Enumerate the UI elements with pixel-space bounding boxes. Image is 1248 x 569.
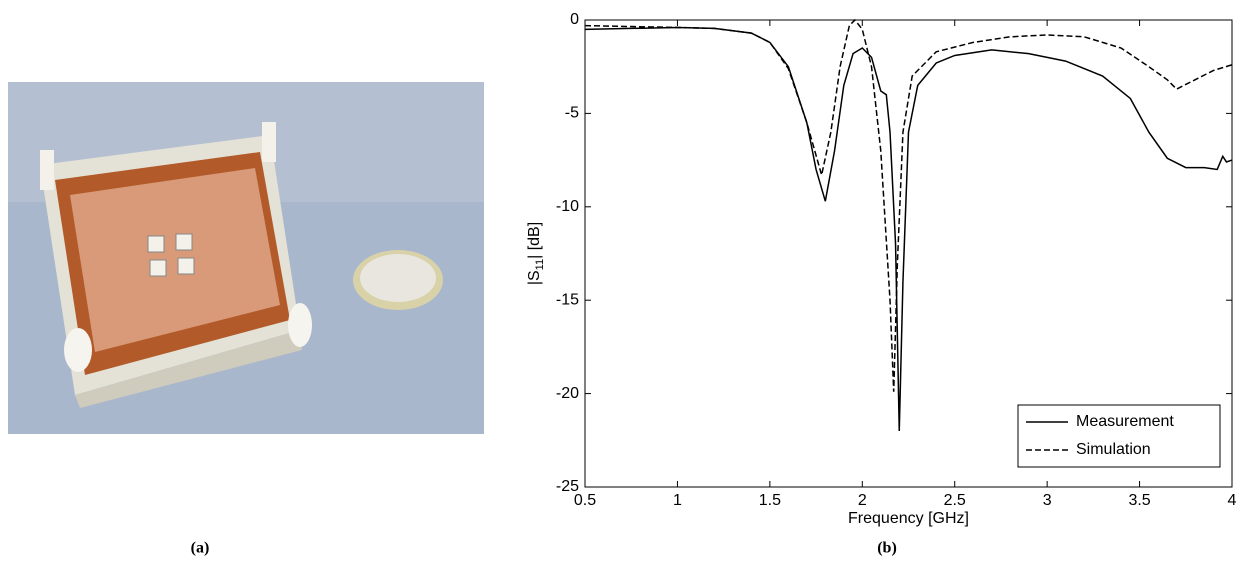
x-tick-label: 2 <box>858 492 867 509</box>
caption-b: (b) <box>877 540 897 557</box>
y-axis-label-part: 11 <box>534 259 546 270</box>
x-tick-label: 3 <box>1043 492 1052 509</box>
y-tick-label: -10 <box>556 198 579 215</box>
series-line <box>584 18 1233 392</box>
legend-label: Simulation <box>1076 441 1151 458</box>
y-tick-label: -5 <box>565 105 579 122</box>
photo <box>8 82 484 434</box>
y-axis-label: |S11| [dB] <box>526 222 546 285</box>
y-tick-label: -25 <box>556 478 579 495</box>
x-tick-label: 4 <box>1228 492 1237 509</box>
legend-box <box>1017 404 1221 468</box>
y-axis-label-part: |S <box>526 270 543 285</box>
x-axis-label: Frequency [GHz] <box>848 510 969 527</box>
y-axis-label-part: | [dB] <box>526 222 543 259</box>
y-tick-label: -20 <box>556 385 579 402</box>
x-tick-label: 0.5 <box>574 492 596 509</box>
x-tick-label: 1.5 <box>759 492 781 509</box>
y-tick-label: 0 <box>570 11 579 28</box>
legend-label: Measurement <box>1076 413 1174 430</box>
caption-a: (a) <box>191 540 210 557</box>
x-tick-label: 3.5 <box>1128 492 1150 509</box>
x-tick-label: 1 <box>673 492 682 509</box>
y-tick-label: -15 <box>556 291 579 308</box>
x-tick-label: 2.5 <box>944 492 966 509</box>
